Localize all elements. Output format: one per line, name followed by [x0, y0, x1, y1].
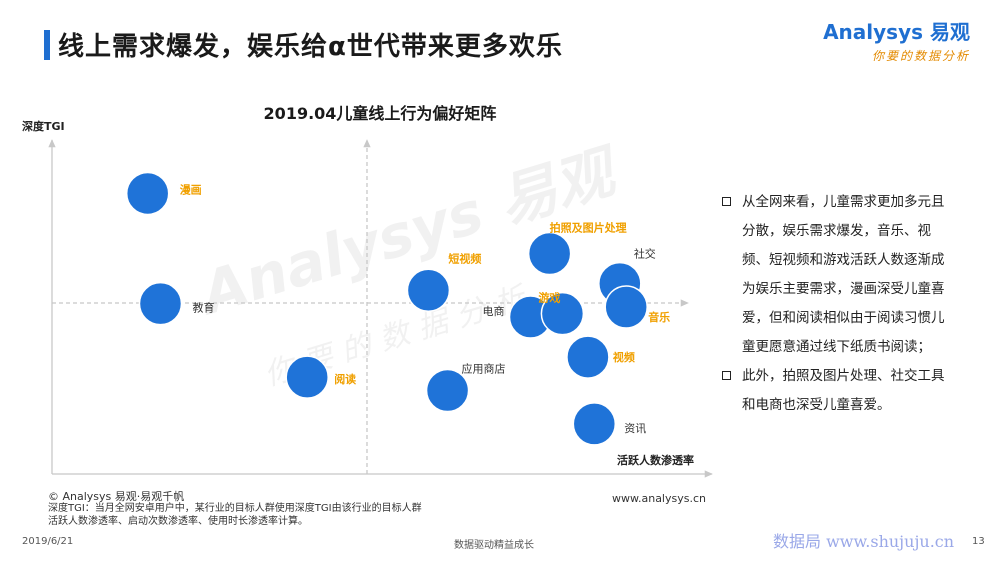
data-point-label: 资讯: [624, 422, 646, 435]
page-number: 13: [972, 536, 985, 547]
analysis-panel: 从全网来看，儿童需求更加多元且分散，娱乐需求爆发，音乐、视频、短视频和游戏活跃人…: [722, 188, 952, 420]
data-point-label: 游戏: [538, 291, 560, 305]
footer-date: 2019/6/21: [22, 536, 74, 547]
checkbox-icon: [722, 197, 731, 206]
data-point-label: 阅读: [334, 372, 356, 386]
title-accent-bar: [44, 30, 50, 60]
analysis-bullet-text: 从全网来看，儿童需求更加多元且分散，娱乐需求爆发，音乐、视频、短视频和游戏活跃人…: [742, 194, 945, 355]
footer-note: 深度TGI：当月全网安卓用户中，某行业的目标人群使用深度TGI由该行业的目标人群…: [48, 503, 422, 527]
x-axis-label: 活跃人数渗透率: [617, 454, 694, 467]
analysis-bullet: 从全网来看，儿童需求更加多元且分散，娱乐需求爆发，音乐、视频、短视频和游戏活跃人…: [722, 188, 952, 362]
data-point-label: 教育: [192, 301, 214, 315]
data-point-bubble: [406, 268, 451, 313]
analysys-logo: Analysys 易观 你要的数据分析: [823, 16, 970, 64]
analysis-bullet-text: 此外，拍照及图片处理、社交工具和电商也深受儿童喜爱。: [742, 368, 945, 413]
data-point-bubble: [540, 291, 585, 336]
data-point-label: 应用商店: [462, 362, 506, 376]
data-point-bubble: [604, 285, 648, 329]
data-point-bubble: [125, 171, 170, 216]
logo-tagline: 你要的数据分析: [871, 49, 970, 63]
data-point-bubble: [527, 231, 572, 276]
data-point-label: 视频: [613, 350, 635, 364]
data-point-label: 短视频: [448, 251, 481, 265]
slide-title: 线上需求爆发，娱乐给α世代带来更多欢乐: [58, 32, 563, 62]
footer-slogan: 数据驱动精益成长: [454, 540, 534, 551]
data-point-label: 漫画: [180, 182, 202, 196]
data-point-bubble: [138, 281, 183, 326]
footer-copyright: © Analysys 易观·易观千帆: [48, 490, 185, 503]
chart-title: 2019.04儿童线上行为偏好矩阵: [263, 104, 497, 123]
analysis-bullet: 此外，拍照及图片处理、社交工具和电商也深受儿童喜爱。: [722, 362, 952, 420]
data-point-bubble: [572, 402, 617, 446]
logo-brand: Analysys 易观: [823, 20, 970, 44]
footer-url[interactable]: www.analysys.cn: [612, 492, 706, 505]
y-axis-label: 深度TGI: [22, 120, 65, 133]
data-point-bubble: [566, 335, 610, 379]
data-point-label: 社交: [634, 247, 656, 261]
data-point-bubble: [425, 368, 470, 413]
data-point-bubble: [285, 355, 329, 399]
data-point-label: 电商: [483, 304, 505, 318]
data-point-label: 拍照及图片处理: [550, 221, 627, 235]
checkbox-icon: [722, 371, 731, 380]
data-point-label: 音乐: [648, 310, 670, 324]
site-watermark: 数据局 www.shujuju.cn: [773, 532, 955, 551]
